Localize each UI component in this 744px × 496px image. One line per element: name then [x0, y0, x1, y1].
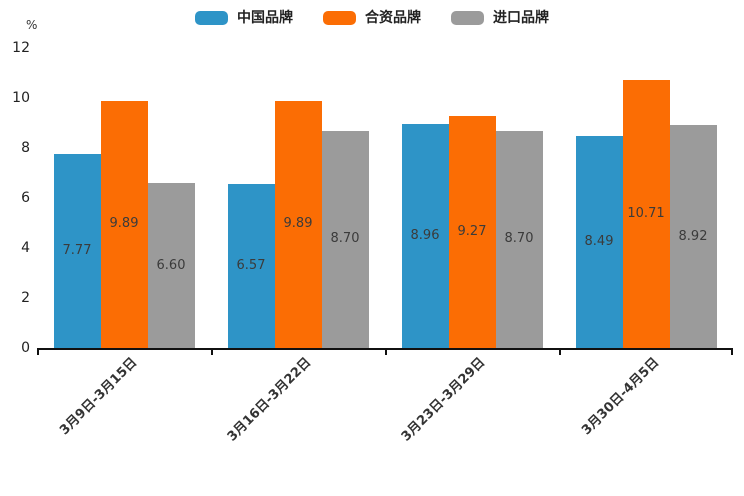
legend-swatch-icon — [451, 11, 484, 25]
bar-value-label: 9.89 — [283, 216, 313, 232]
bar-value-label: 8.92 — [678, 228, 708, 244]
x-axis-label: 3月23日-3月29日 — [399, 355, 489, 445]
y-axis-tick-label: 0 — [21, 340, 30, 356]
legend-label: 进口品牌 — [493, 10, 549, 26]
bar — [53, 153, 101, 348]
x-axis-tick — [731, 348, 733, 355]
y-axis-tick-label: 12 — [12, 40, 30, 56]
y-axis-tick-label: 6 — [21, 190, 30, 206]
x-axis-label: 3月16日-3月22日 — [225, 355, 315, 445]
bar-value-label: 6.60 — [156, 257, 186, 273]
legend-label: 中国品牌 — [237, 10, 293, 26]
legend-item-0: 中国品牌 — [195, 9, 293, 27]
legend-item-2: 进口品牌 — [451, 9, 549, 27]
plot-area: 7.77 9.89 6.60 6.57 9.89 8.70 8.96 9.27 8.70 8.49… — [37, 48, 733, 355]
bar-value-label: 8.70 — [504, 231, 534, 247]
legend-label: 合资品牌 — [365, 10, 421, 26]
x-axis-tick — [385, 348, 387, 355]
bar — [100, 100, 148, 348]
bar — [401, 124, 449, 348]
y-axis-tick-label: 2 — [21, 290, 30, 306]
bar — [622, 80, 670, 348]
y-axis-tick-label: 10 — [12, 90, 30, 106]
y-axis-tick-label: 8 — [21, 140, 30, 156]
bar-value-label: 9.27 — [457, 224, 487, 240]
legend-swatch-icon — [323, 11, 356, 25]
bar-value-label: 6.57 — [236, 257, 266, 273]
x-axis-label: 3月9日-3月15日 — [57, 355, 141, 439]
legend-swatch-icon — [195, 11, 228, 25]
bar — [495, 130, 543, 348]
bar — [274, 100, 322, 348]
y-axis-tick-label: 4 — [21, 240, 30, 256]
bar — [321, 130, 369, 348]
bar-value-label: 8.70 — [330, 231, 360, 247]
bar-value-label: 7.77 — [62, 242, 92, 258]
bar — [575, 135, 623, 348]
bar — [669, 125, 717, 348]
chart-legend: 中国品牌 合资品牌 进口品牌 — [0, 9, 744, 27]
y-axis-unit-label: % — [26, 18, 38, 32]
x-axis-tick — [559, 348, 561, 355]
bar-value-label: 10.71 — [627, 206, 665, 222]
legend-item-1: 合资品牌 — [323, 9, 421, 27]
bar-value-label: 9.89 — [109, 216, 139, 232]
x-axis-label: 3月30日-4月5日 — [579, 355, 663, 439]
bar-value-label: 8.96 — [410, 228, 440, 243]
x-axis-tick — [211, 348, 213, 355]
bar — [448, 116, 496, 348]
x-axis-tick — [37, 348, 39, 355]
bar — [227, 183, 275, 348]
bar — [147, 183, 195, 348]
bar-value-label: 8.49 — [584, 233, 614, 249]
